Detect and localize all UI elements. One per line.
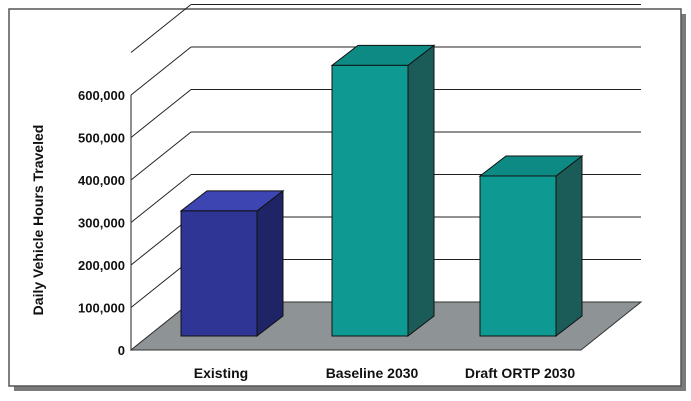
y-tick-label: 600,000 bbox=[78, 88, 125, 103]
x-tick-label: Existing bbox=[194, 365, 248, 381]
y-tick-label: 200,000 bbox=[78, 258, 125, 273]
y-tick-label: 0 bbox=[118, 343, 125, 358]
y-tick-label: 300,000 bbox=[78, 216, 125, 231]
gridline-side bbox=[130, 131, 192, 181]
gridline-side bbox=[130, 89, 192, 138]
gridline-side bbox=[130, 4, 192, 53]
x-tick-label: Draft ORTP 2030 bbox=[465, 365, 575, 381]
gridline-side bbox=[130, 174, 192, 223]
y-tick-label: 500,000 bbox=[78, 131, 125, 146]
bar-side bbox=[256, 189, 284, 338]
gridline-side bbox=[130, 46, 192, 96]
y-tick-label: 100,000 bbox=[78, 301, 125, 316]
bar-side bbox=[555, 154, 583, 338]
bar bbox=[331, 64, 409, 337]
bar bbox=[180, 210, 258, 337]
y-axis-label: Daily Vehicle Hours Traveled bbox=[30, 125, 46, 316]
bar bbox=[479, 175, 557, 337]
bar-side bbox=[407, 44, 435, 338]
y-tick-label: 400,000 bbox=[78, 173, 125, 188]
x-tick-label: Baseline 2030 bbox=[326, 365, 419, 381]
